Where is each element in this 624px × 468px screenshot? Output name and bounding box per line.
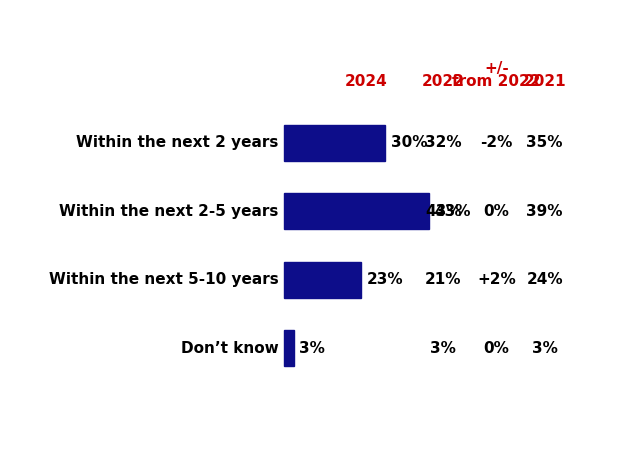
Text: 0%: 0%	[484, 204, 509, 219]
Text: +2%: +2%	[477, 272, 515, 287]
Text: 32%: 32%	[425, 135, 461, 150]
Text: Don’t know: Don’t know	[181, 341, 279, 356]
Text: Within the next 2 years: Within the next 2 years	[76, 135, 279, 150]
Text: 30%: 30%	[391, 135, 427, 150]
Bar	[283, 124, 385, 161]
Text: 43%: 43%	[434, 204, 471, 219]
Text: 2022: 2022	[422, 73, 464, 88]
Text: 43%: 43%	[425, 204, 461, 219]
Text: Within the next 5-10 years: Within the next 5-10 years	[49, 272, 279, 287]
Text: 39%: 39%	[527, 204, 563, 219]
Text: 23%: 23%	[367, 272, 404, 287]
Text: from 2022: from 2022	[452, 73, 540, 88]
Text: -2%: -2%	[480, 135, 512, 150]
Bar	[283, 330, 294, 366]
Text: 3%: 3%	[532, 341, 558, 356]
Text: 0%: 0%	[484, 341, 509, 356]
Text: 3%: 3%	[300, 341, 325, 356]
Bar	[283, 193, 429, 229]
Text: 3%: 3%	[430, 341, 456, 356]
Text: 21%: 21%	[425, 272, 461, 287]
Text: 35%: 35%	[527, 135, 563, 150]
Text: 2024: 2024	[344, 73, 387, 88]
Text: +/-: +/-	[484, 61, 509, 76]
Text: 24%: 24%	[527, 272, 563, 287]
Text: 2021: 2021	[524, 73, 566, 88]
Bar	[283, 262, 361, 298]
Text: Within the next 2-5 years: Within the next 2-5 years	[59, 204, 279, 219]
